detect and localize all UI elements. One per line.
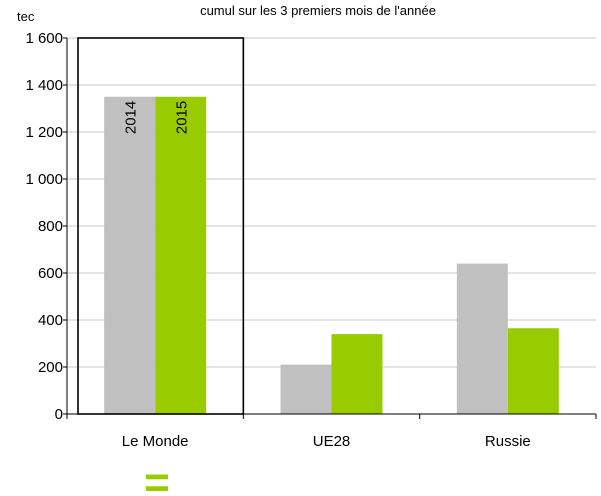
x-category-label: UE28 — [313, 433, 351, 450]
y-tick-label: 0 — [55, 406, 63, 423]
bar-2015-2 — [507, 328, 559, 414]
annotation-equals: = — [144, 458, 170, 491]
y-tick-label: 600 — [38, 265, 63, 282]
y-tick-label: 1 200 — [25, 124, 63, 141]
x-category-label: Russie — [485, 433, 531, 450]
bar-label-2014: 2014 — [123, 101, 140, 134]
y-tick-label: 1 600 — [25, 30, 63, 47]
x-category-label: Le Monde — [122, 433, 189, 450]
y-tick-label: 200 — [38, 359, 63, 376]
y-tick-label: 400 — [38, 312, 63, 329]
highlight-box — [77, 37, 245, 415]
bar-2015-0 — [155, 96, 207, 414]
y-tick-label: 1 000 — [25, 171, 63, 188]
chart-title: cumul sur les 3 premiers mois de l'année — [200, 3, 436, 18]
bar-2014-1 — [280, 364, 332, 414]
bar-2014-0 — [104, 96, 156, 414]
y-tick-label: 1 400 — [25, 77, 63, 94]
y-axis-label: tec — [17, 9, 35, 24]
bar-label-2015: 2015 — [174, 101, 191, 134]
bar-2014-2 — [456, 263, 508, 414]
bar-2015-1 — [331, 334, 383, 414]
y-tick-label: 800 — [38, 218, 63, 235]
